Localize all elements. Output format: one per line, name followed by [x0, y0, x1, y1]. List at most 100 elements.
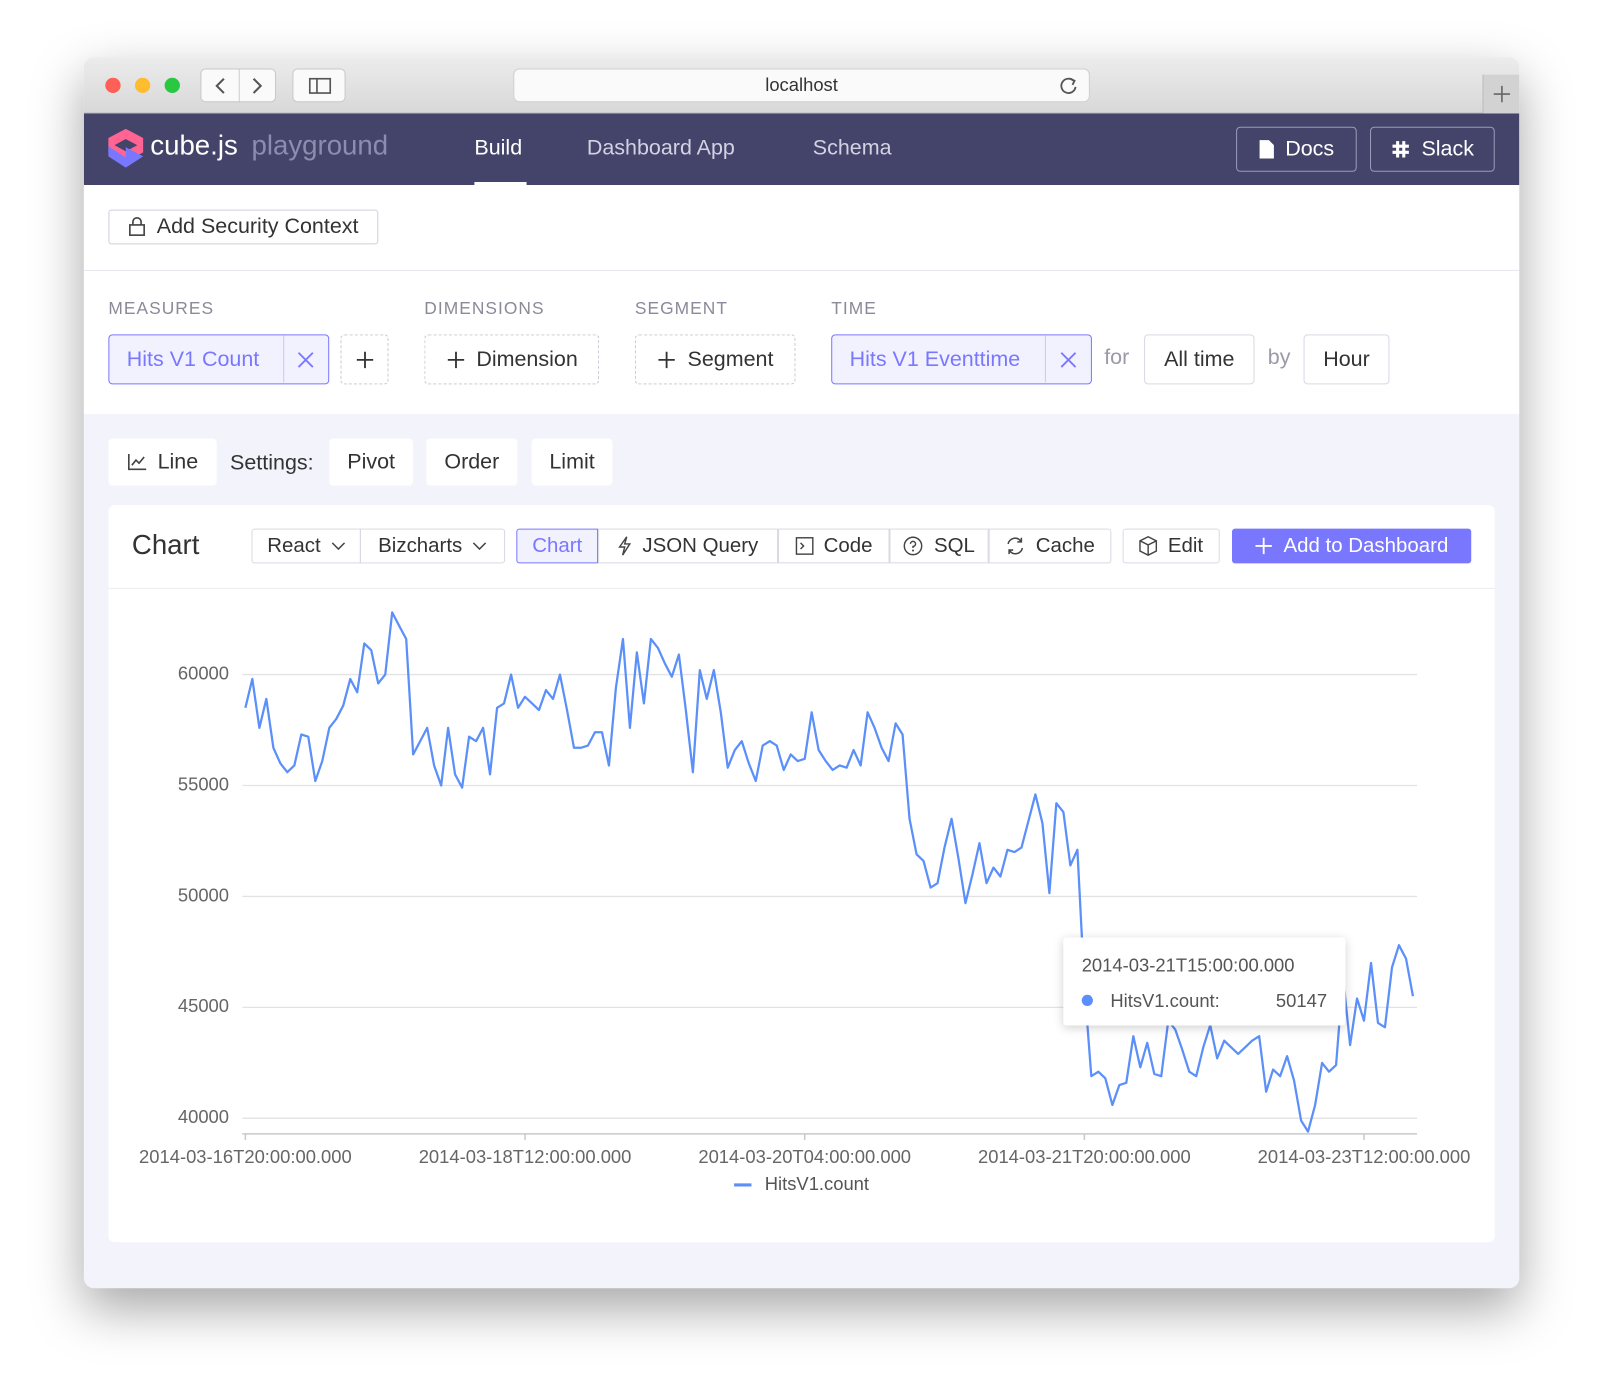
range-label: All time	[1164, 347, 1235, 371]
arrows-icon	[215, 69, 263, 104]
logo-subtext: playground	[251, 129, 389, 161]
x-tick-label: 2014-03-16T20:00:00.000	[139, 1146, 352, 1167]
library-select[interactable]: Bizcharts	[359, 528, 506, 564]
code-icon	[795, 537, 814, 555]
remove-icon[interactable]	[296, 351, 314, 369]
divider	[83, 269, 1520, 271]
close-button[interactable]	[105, 77, 121, 94]
minimize-button[interactable]	[134, 77, 151, 94]
sidebar-icon	[308, 77, 332, 94]
chart-card: Chart React Bizcharts Chart JSON Query C…	[108, 505, 1495, 1243]
granularity-button[interactable]: Hour	[1303, 334, 1390, 385]
time-label: Hits V1 Eventtime	[849, 347, 1021, 372]
measure-label: Hits V1 Count	[126, 347, 260, 372]
time-pill[interactable]: Hits V1 Eventtime	[831, 334, 1092, 385]
for-text: for	[1104, 345, 1130, 370]
json-tab[interactable]: JSON Query	[598, 528, 779, 564]
add-label: Add to Dashboard	[1283, 534, 1449, 557]
x-tick-label: 2014-03-21T20:00:00.000	[978, 1146, 1191, 1167]
plus-icon	[356, 351, 373, 368]
pivot-button[interactable]: Pivot	[329, 438, 414, 486]
section-label: SEGMENT	[634, 298, 729, 318]
window: localhost cube.js playground Build Dashb…	[83, 57, 1520, 1289]
pivot-label: Pivot	[347, 449, 395, 474]
y-tick-label: 45000	[178, 995, 229, 1016]
add-dimension[interactable]: Dimension	[424, 334, 600, 385]
add-measure[interactable]	[340, 334, 389, 385]
slack-icon	[1392, 141, 1410, 158]
plot-area: 2014-03-16T20:00:00.000 2014-03-18T12:00:…	[139, 1146, 1470, 1167]
chevron-icon	[472, 542, 487, 551]
tooltip-label: HitsV1.count:	[1110, 990, 1220, 1012]
tooltip-title: 2014-03-21T15:00:00.000	[1081, 954, 1295, 976]
add-to-dashboard[interactable]: Add to Dashboard	[1231, 528, 1472, 564]
order-button[interactable]: Order	[426, 438, 518, 486]
line-chart-icon	[128, 453, 147, 471]
doc-icon	[1259, 140, 1274, 159]
code-tab[interactable]: Code	[778, 528, 890, 564]
tab-label: JSON Query	[642, 534, 759, 557]
settings-text: Settings:	[230, 450, 314, 475]
url-bar[interactable]: localhost	[513, 68, 1090, 103]
dimension-label: Dimension	[476, 347, 578, 371]
library-label: Bizcharts	[378, 534, 463, 557]
card-title: Chart	[131, 529, 200, 561]
measure-pill[interactable]: Hits V1 Count	[108, 334, 330, 385]
box-icon	[1139, 535, 1158, 556]
question-icon	[904, 536, 923, 556]
tooltip: 2014-03-21T15:00:00.000 HitsV1.count: 50…	[1063, 937, 1346, 1026]
zoom-button[interactable]	[164, 77, 180, 94]
tooltip-dot	[1081, 994, 1093, 1007]
slack-button[interactable]: Slack	[1370, 126, 1495, 172]
nav-tab[interactable]: Schema	[812, 135, 892, 160]
new-tab-button[interactable]	[1482, 74, 1520, 114]
edit-button[interactable]: Edit	[1122, 528, 1220, 564]
logo-icon	[108, 128, 144, 168]
plus-icon	[447, 351, 465, 368]
plus-icon	[1493, 85, 1510, 103]
range-button[interactable]: All time	[1144, 334, 1255, 385]
section-label: DIMENSIONS	[424, 298, 545, 318]
chart-type-label: Line	[157, 449, 199, 474]
remove-icon[interactable]	[1059, 351, 1077, 369]
add-segment[interactable]: Segment	[634, 334, 796, 385]
bolt-icon	[618, 536, 632, 556]
nav-bar: cube.js playground Build Dashboard App S…	[83, 113, 1520, 186]
nav-tab[interactable]: Build	[474, 135, 523, 160]
slack-label: Slack	[1421, 137, 1474, 161]
cache-tab[interactable]: Cache	[988, 528, 1112, 564]
url: localhost	[765, 74, 838, 96]
tab-label: Cache	[1035, 534, 1095, 557]
y-tick-label: 60000	[178, 662, 229, 683]
reload-icon	[1060, 77, 1077, 94]
section-label: TIME	[831, 298, 877, 318]
lock-icon	[129, 216, 146, 236]
security-label: Add Security Context	[156, 214, 359, 239]
back-forward[interactable]	[200, 68, 277, 104]
y-tick-label: 50000	[178, 884, 229, 905]
sidebar-button[interactable]	[292, 68, 346, 103]
x-tick-label: 2014-03-18T12:00:00.000	[419, 1146, 632, 1167]
tab-label: Chart	[532, 534, 583, 557]
legend-label: HitsV1.count	[765, 1173, 869, 1194]
tab-label: Code	[823, 534, 873, 557]
sql-tab[interactable]: SQL	[889, 528, 989, 564]
docs-label: Docs	[1285, 137, 1335, 161]
edit-label: Edit	[1167, 534, 1204, 557]
pill-divider	[283, 335, 285, 383]
chart-tab[interactable]: Chart	[516, 528, 599, 564]
pill-divider	[1044, 335, 1046, 383]
nav-tab[interactable]: Dashboard App	[586, 135, 735, 160]
docs-button[interactable]: Docs	[1236, 126, 1357, 172]
section-label: MEASURES	[108, 298, 215, 318]
limit-button[interactable]: Limit	[531, 438, 613, 486]
security-button[interactable]: Add Security Context	[108, 209, 379, 245]
logo-text: cube.js	[150, 129, 238, 161]
active-underline	[474, 181, 527, 186]
refresh-icon	[1007, 537, 1024, 555]
chart-type-button[interactable]: Line	[108, 438, 217, 486]
chevron-icon	[331, 542, 345, 551]
